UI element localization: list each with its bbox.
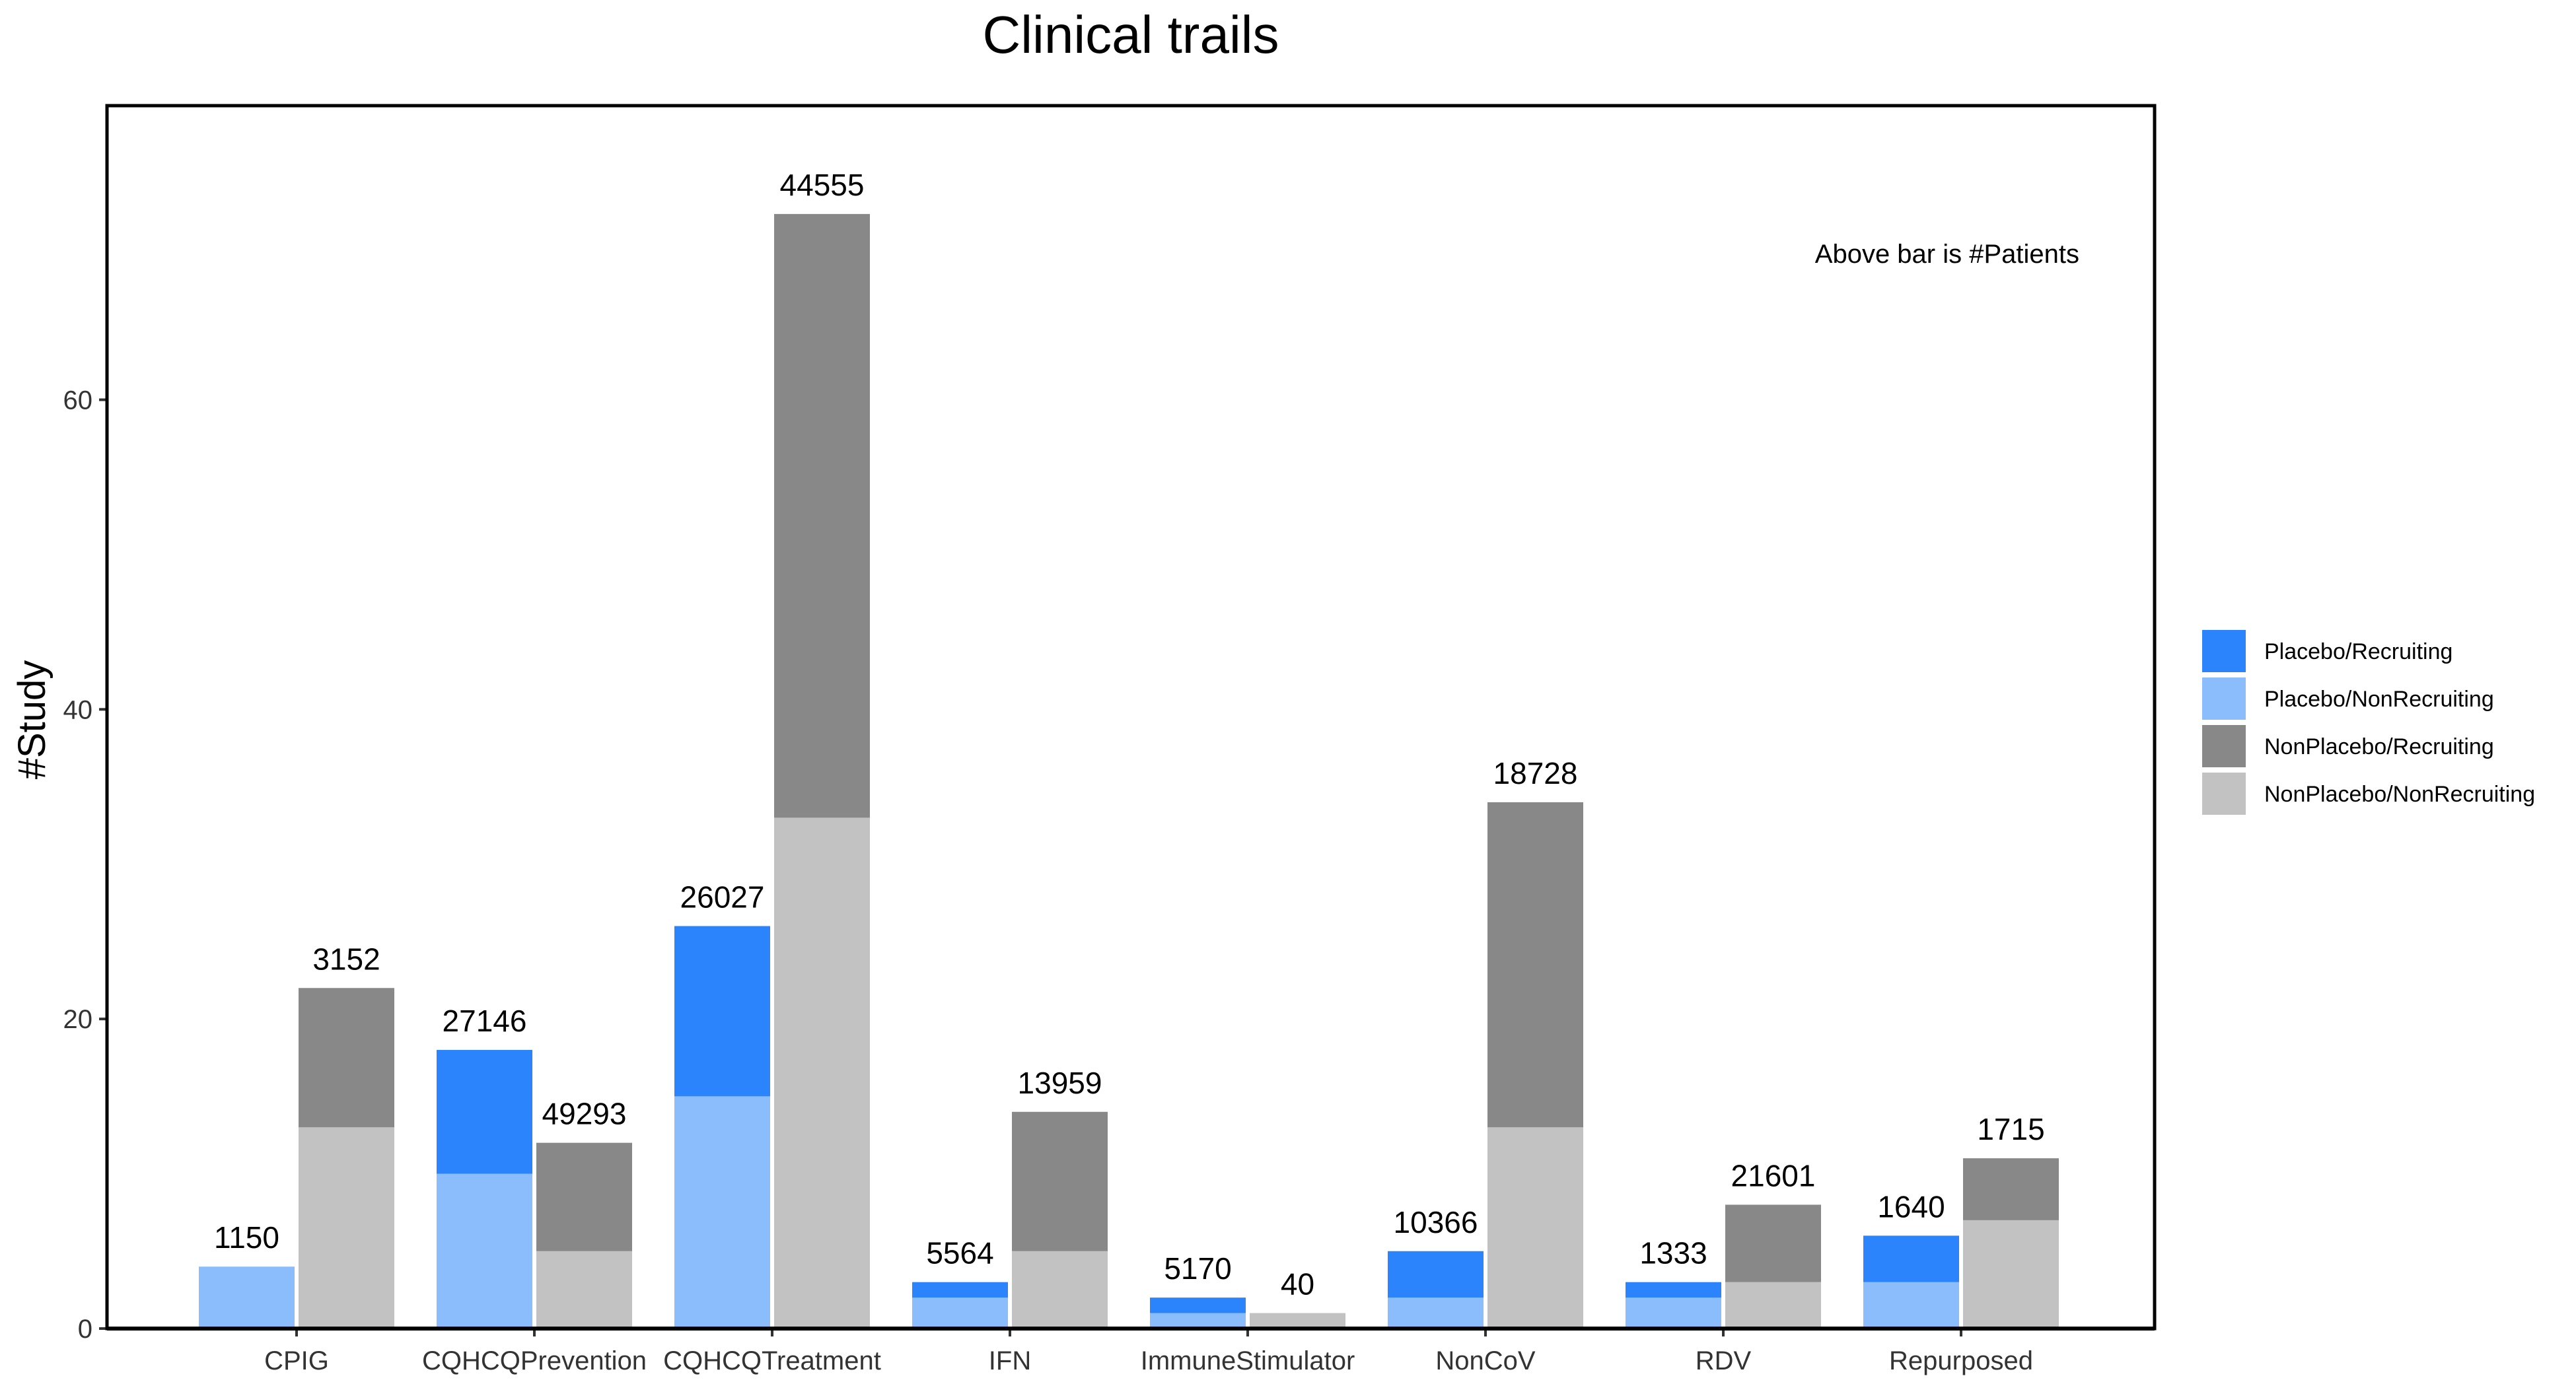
bar-placebo-nonrecruiting-ifn xyxy=(912,1298,1008,1329)
bar-nonplacebo-nonrecruiting-immunestimulator xyxy=(1250,1313,1345,1329)
legend-label: NonPlacebo/NonRecruiting xyxy=(2264,782,2535,807)
x-tick-label: NonCoV xyxy=(1435,1346,1536,1375)
bar-placebo-recruiting-immunestimulator xyxy=(1150,1298,1246,1313)
bar-value-label: 1150 xyxy=(214,1220,279,1255)
bar-value-label: 18728 xyxy=(1493,756,1578,790)
bar-value-label: 1640 xyxy=(1877,1189,1945,1224)
bar-value-label: 5170 xyxy=(1164,1251,1231,1286)
bar-nonplacebo-nonrecruiting-repurposed xyxy=(1963,1220,2059,1329)
bar-nonplacebo-nonrecruiting-ifn xyxy=(1012,1251,1108,1329)
legend-label: NonPlacebo/Recruiting xyxy=(2264,734,2494,759)
legend-swatch-nonplacebo-nonrecruiting xyxy=(2202,773,2246,815)
bar-placebo-nonrecruiting-cqhcqtreatment xyxy=(674,1096,770,1329)
plot-frame xyxy=(105,104,2157,1331)
legend-swatch-nonplacebo-recruiting xyxy=(2202,725,2246,767)
bar-nonplacebo-recruiting-cqhcqprevention xyxy=(536,1142,632,1251)
bar-nonplacebo-nonrecruiting-rdv xyxy=(1725,1282,1821,1329)
legend-label: Placebo/Recruiting xyxy=(2264,639,2452,664)
bar-placebo-nonrecruiting-cqhcqprevention xyxy=(437,1173,532,1329)
bar-value-label: 13959 xyxy=(1018,1066,1102,1100)
bar-nonplacebo-recruiting-repurposed xyxy=(1963,1158,2059,1220)
y-tick-label: 20 xyxy=(63,1005,93,1034)
bar-value-label: 21601 xyxy=(1731,1158,1816,1193)
bar-value-label: 27146 xyxy=(443,1004,527,1038)
bar-value-label: 1333 xyxy=(1639,1236,1707,1270)
y-tick-label: 0 xyxy=(78,1315,92,1344)
plot-area: 0 20 40 60 CPIG 1150 3152 CQHCQPrevention 27146 4… xyxy=(63,168,2059,1375)
bar-placebo-nonrecruiting-cpig xyxy=(199,1266,295,1329)
bar-placebo-nonrecruiting-noncov xyxy=(1388,1298,1484,1329)
bar-value-label: 49293 xyxy=(542,1097,627,1131)
x-tick-label: CQHCQPrevention xyxy=(422,1346,647,1375)
bar-placebo-nonrecruiting-repurposed xyxy=(1863,1282,1959,1329)
legend-swatch-placebo-recruiting xyxy=(2202,630,2246,672)
bar-nonplacebo-recruiting-rdv xyxy=(1725,1204,1821,1282)
bar-nonplacebo-nonrecruiting-noncov xyxy=(1487,1127,1583,1329)
bar-nonplacebo-recruiting-noncov xyxy=(1487,802,1583,1128)
bar-placebo-recruiting-ifn xyxy=(912,1282,1008,1298)
legend-swatch-placebo-nonrecruiting xyxy=(2202,677,2246,720)
x-tick-label: IFN xyxy=(989,1346,1031,1375)
x-tick-label: CPIG xyxy=(264,1346,329,1375)
chart-annotation: Above bar is #Patients xyxy=(1815,240,2079,269)
bar-nonplacebo-recruiting-cpig xyxy=(299,988,394,1128)
bar-placebo-recruiting-repurposed xyxy=(1863,1235,1959,1282)
y-axis-label: #Study xyxy=(11,660,54,780)
bar-value-label: 26027 xyxy=(680,880,765,914)
bar-placebo-recruiting-rdv xyxy=(1626,1282,1721,1298)
bar-value-label: 5564 xyxy=(926,1236,993,1270)
bar-placebo-recruiting-noncov xyxy=(1388,1251,1484,1298)
bar-value-label: 3152 xyxy=(312,942,380,976)
legend-label: Placebo/NonRecruiting xyxy=(2264,687,2494,712)
bar-nonplacebo-nonrecruiting-cqhcqtreatment xyxy=(774,817,870,1329)
bar-nonplacebo-recruiting-ifn xyxy=(1012,1111,1108,1251)
bar-value-label: 44555 xyxy=(780,168,865,202)
x-tick-label: ImmuneStimulator xyxy=(1141,1346,1355,1375)
bar-placebo-recruiting-cqhcqprevention xyxy=(437,1050,532,1174)
y-tick-label: 40 xyxy=(63,695,93,724)
bar-value-label: 40 xyxy=(1281,1267,1314,1301)
bar-nonplacebo-nonrecruiting-cqhcqprevention xyxy=(536,1251,632,1329)
bar-nonplacebo-recruiting-cqhcqtreatment xyxy=(774,214,870,818)
x-tick-label: RDV xyxy=(1696,1346,1752,1375)
legend: Placebo/Recruiting Placebo/NonRecruiting N… xyxy=(2202,630,2535,815)
bar-value-label: 10366 xyxy=(1394,1205,1478,1239)
bar-nonplacebo-nonrecruiting-cpig xyxy=(299,1127,394,1329)
bar-placebo-recruiting-cqhcqtreatment xyxy=(674,926,770,1097)
bar-placebo-nonrecruiting-rdv xyxy=(1626,1298,1721,1329)
chart-title: Clinical trails xyxy=(983,5,1279,64)
x-tick-label: CQHCQTreatment xyxy=(663,1346,881,1375)
x-tick-label: Repurposed xyxy=(1889,1346,2033,1375)
bar-value-label: 1715 xyxy=(1977,1112,2044,1146)
y-tick-label: 60 xyxy=(63,386,93,415)
bar-placebo-nonrecruiting-immunestimulator xyxy=(1150,1313,1246,1329)
